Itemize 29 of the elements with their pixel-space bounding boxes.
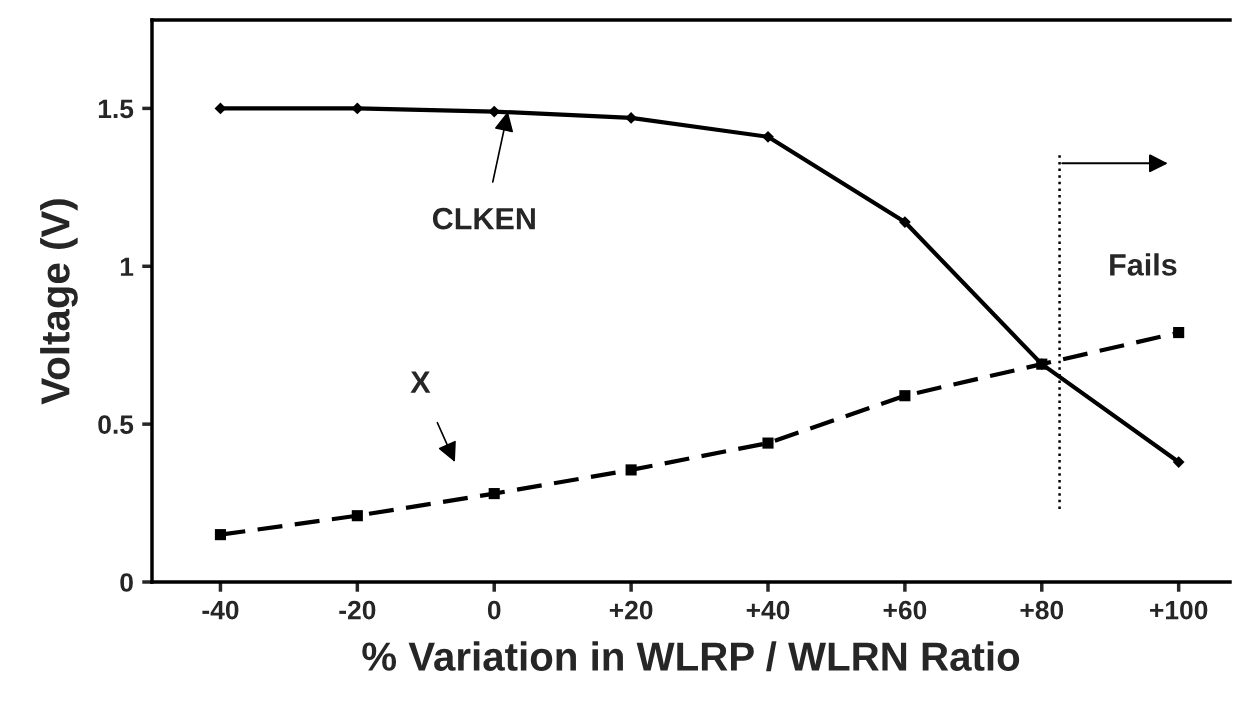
point: [625, 464, 637, 476]
ref-line-label: Fails: [1110, 253, 1177, 276]
x-tick-label: -20: [339, 600, 376, 620]
point: [762, 437, 774, 449]
point: [1172, 456, 1185, 468]
x-tick-label: +40: [746, 600, 790, 620]
point: [488, 488, 500, 500]
point: [899, 216, 911, 228]
point: [899, 390, 911, 402]
y-tick-label: 0: [120, 573, 133, 592]
point: [762, 130, 774, 143]
x-tick-label: 0: [487, 600, 501, 620]
x-tick-label: +60: [883, 600, 927, 620]
point: [1036, 358, 1048, 370]
x-tick-label: +100: [1150, 600, 1208, 620]
y-axis-title: Voltage (V): [40, 199, 78, 405]
annotation: X: [410, 371, 431, 393]
point: [1173, 327, 1185, 339]
y-tick-label: 0.5: [98, 415, 134, 434]
x-tick-label: +80: [1020, 600, 1064, 620]
x-tick-label: +20: [609, 600, 653, 620]
point: [351, 510, 363, 522]
point: [214, 529, 226, 541]
y-tick-label: 1: [120, 257, 134, 276]
annotation: CLKEN: [432, 207, 535, 230]
x-tick-label: -40: [202, 600, 239, 620]
x-axis-title: % Variation in WLRP / WLRN Ratio: [362, 641, 1020, 672]
y-tick-label: 1.5: [98, 99, 134, 119]
point: [625, 111, 637, 124]
